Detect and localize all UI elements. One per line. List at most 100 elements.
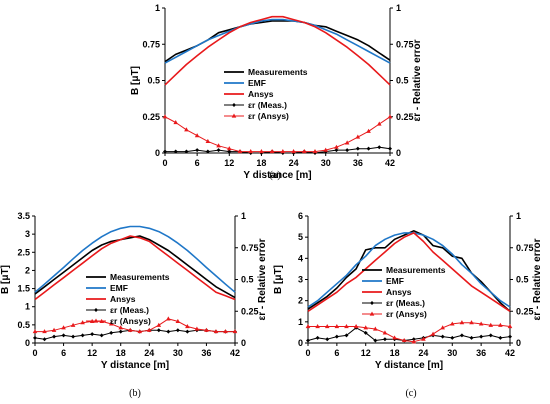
data-point-r-meas (363, 330, 368, 335)
data-point-r-ansys (353, 323, 359, 329)
x-axis-label: Y distance [m] (101, 360, 169, 371)
y-tick-label: 0.25 (142, 112, 160, 122)
data-point-r-ansys (305, 323, 311, 329)
legend-marker (232, 103, 236, 107)
y-tick-label: 1.5 (17, 284, 30, 294)
legend-label-measurements: Measurements (386, 265, 446, 275)
data-point-r-meas (61, 333, 66, 338)
caption: (b) (129, 388, 141, 399)
y-axis-label: B [μT] (130, 66, 141, 95)
data-point-r-meas (109, 330, 114, 335)
data-point-r-meas (334, 148, 339, 153)
legend-marker (231, 113, 237, 118)
data-point-r-ansys (366, 128, 371, 133)
x-tick-label: 12 (224, 158, 234, 168)
data-point-r-meas (373, 338, 378, 343)
data-point-r-ansys (237, 149, 243, 154)
data-point-r-meas (99, 333, 104, 338)
data-point-r-ansys (291, 149, 296, 154)
data-point-r-ansys (421, 336, 426, 341)
data-point-r-ansys (223, 329, 228, 334)
data-point-r-ansys (334, 144, 339, 149)
data-point-r-meas (366, 146, 371, 151)
x-tick-label: 42 (385, 158, 395, 168)
x-tick-label: 6 (61, 348, 66, 358)
chart-a: 0 6 12 18 24 30 36 4200.250.50.75100.250.50.751… (130, 3, 423, 181)
caption: (a) (269, 170, 280, 181)
x-tick-label: 36 (201, 348, 211, 358)
data-point-r-ansys (213, 329, 219, 334)
y2-tick-label: 1 (241, 211, 246, 221)
data-point-r-ansys (392, 335, 397, 340)
series-line-r-meas (165, 146, 391, 154)
x-tick-label: 0 (305, 348, 310, 358)
x-tick-label: 36 (353, 158, 363, 168)
data-point-r-meas (33, 335, 37, 340)
x-tick-label: 6 (334, 348, 339, 358)
legend-label-r-ansys: εr (Ansys) (110, 316, 151, 326)
x-tick-label: 24 (418, 348, 428, 358)
data-point-r-ansys (248, 149, 254, 154)
x-tick-label: 30 (321, 158, 331, 168)
y2-tick-label: 0.25 (396, 112, 414, 122)
y-tick-label: 0.75 (142, 39, 160, 49)
series-line-r-ansys (164, 116, 391, 153)
y2-tick-label: 0.75 (516, 243, 534, 253)
data-point-r-meas (469, 335, 474, 340)
y-tick-label: 2 (298, 296, 303, 306)
data-point-r-ansys (204, 327, 209, 332)
data-point-r-ansys (344, 323, 349, 329)
data-point-r-ansys (184, 127, 189, 132)
y-tick-label: 4 (298, 253, 303, 263)
legend-label-ansys: Ansys (248, 89, 274, 99)
y2-tick-label: 0.75 (396, 39, 414, 49)
legend-label-emf: EMF (248, 78, 266, 88)
y2-tick-label: 0.5 (241, 275, 254, 285)
data-point-r-meas (377, 145, 382, 150)
data-point-r-ansys (205, 138, 211, 143)
data-point-r-meas (52, 334, 57, 339)
data-point-r-meas (498, 335, 503, 340)
data-point-r-ansys (194, 326, 200, 331)
data-point-r-ansys (185, 323, 190, 329)
legend-label-ansys: Ansys (110, 294, 136, 304)
x-tick-label: 6 (195, 158, 200, 168)
data-point-r-ansys (363, 325, 369, 330)
legend-label-r-meas: εr (Meas.) (110, 305, 149, 315)
data-point-r-ansys (232, 329, 238, 334)
data-point-r-meas (184, 149, 189, 154)
legend-label-emf: EMF (110, 283, 128, 293)
data-point-r-meas (185, 329, 190, 334)
y2-tick-label: 0 (516, 338, 521, 348)
data-point-r-ansys (401, 337, 407, 343)
data-point-r-ansys (166, 316, 171, 321)
y2-tick-label: 0 (241, 338, 246, 348)
series-line-r-meas (307, 327, 511, 341)
x-axis-label: Y distance [m] (243, 170, 311, 181)
data-point-r-ansys (175, 318, 181, 324)
data-point-r-meas (80, 333, 85, 338)
data-point-r-meas (118, 329, 123, 334)
data-point-r-ansys (430, 331, 436, 336)
data-point-r-ansys (344, 140, 350, 145)
data-point-r-ansys (108, 321, 114, 326)
data-point-r-meas (42, 337, 47, 342)
data-point-r-ansys (259, 149, 264, 154)
legend-label-emf: EMF (386, 276, 404, 286)
series-line-ansys (164, 15, 391, 86)
series-line-emf (164, 18, 391, 64)
data-point-r-ansys (42, 329, 47, 334)
y-tick-label: 3 (25, 229, 30, 239)
data-point-r-ansys (334, 323, 340, 329)
data-point-r-ansys (498, 322, 503, 327)
data-point-r-ansys (216, 143, 221, 148)
data-point-r-ansys (373, 326, 378, 331)
legend-label-ansys: Ansys (386, 287, 412, 297)
y2-tick-label: 0 (396, 148, 401, 158)
data-point-r-ansys (173, 120, 179, 125)
legend-label-r-meas: εr (Meas.) (248, 100, 287, 110)
data-point-r-ansys (194, 133, 200, 138)
